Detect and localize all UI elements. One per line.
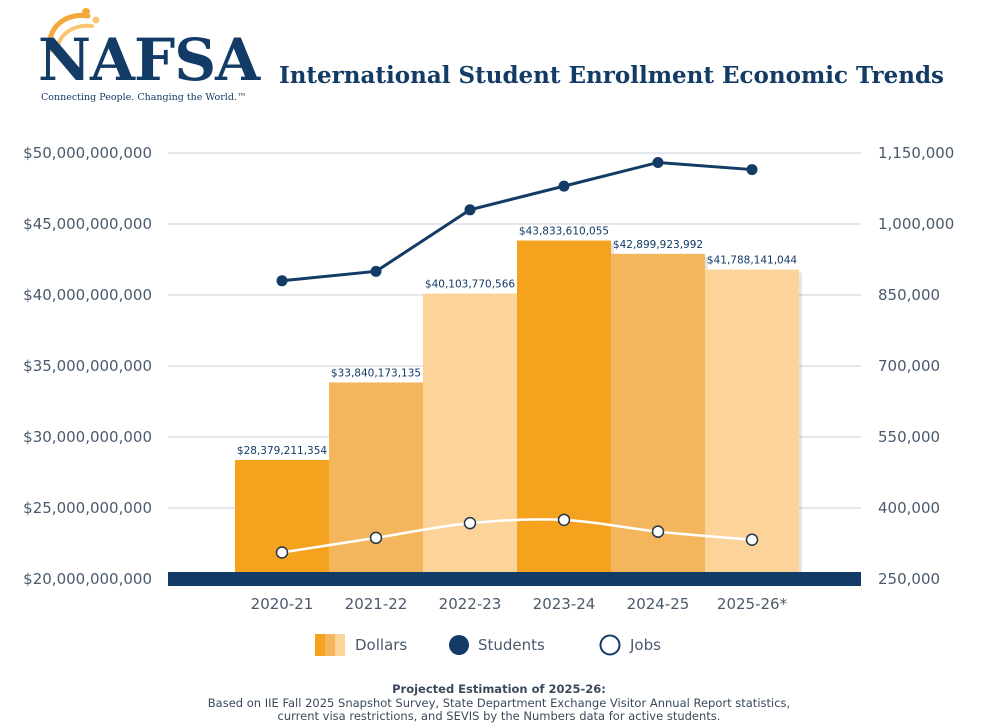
footnote-line-1: Based on IIE Fall 2025 Snapshot Survey, …: [207, 695, 791, 710]
x-tick-label: 2022-23: [439, 595, 502, 613]
right-axis: 250,000 400,000 550,000 700,000 850,000 1,000…: [878, 144, 954, 588]
legend-students-label: Students: [478, 636, 545, 654]
students-point: [370, 265, 382, 277]
jobs-point: [745, 533, 759, 546]
legend-dollars-swatch: [315, 634, 345, 656]
jobs-point: [463, 516, 477, 530]
right-tick-label: 1,000,000: [878, 215, 954, 233]
left-tick-label: $40,000,000,000: [23, 286, 152, 304]
bar-value-label: $40,103,770,566: [425, 279, 515, 291]
x-tick-label: 2025-26*: [717, 595, 788, 613]
legend-jobs-label: Jobs: [629, 636, 661, 654]
bar: [611, 253, 705, 579]
jobs-point: [369, 531, 383, 545]
logo-wordmark[interactable]: NAFSA: [38, 26, 260, 94]
page-title: International Student Enrollment Economi…: [278, 62, 944, 89]
right-tick-label: 400,000: [878, 499, 940, 517]
left-tick-label: $20,000,000,000: [23, 570, 152, 588]
footnote-line-2: current visa restrictions, and SEVIS by …: [277, 709, 721, 723]
x-tick-label: 2020-21: [251, 595, 314, 613]
category-labels: 2020-21 2021-22 2022-23 2023-24 2024-25 2025-…: [251, 595, 788, 613]
students-line-path: [281, 160, 753, 283]
left-tick-label: $25,000,000,000: [23, 499, 152, 517]
bar-labels: $28,379,211,354 $33,840,173,135 $40,103,77…: [237, 226, 797, 457]
baseline-bar: [168, 572, 861, 586]
right-tick-label: 850,000: [878, 286, 940, 304]
jobs-point: [275, 546, 289, 559]
right-tick-label: 250,000: [878, 570, 940, 588]
students-point: [746, 164, 758, 176]
students-point: [652, 156, 664, 168]
bar: [705, 269, 799, 579]
bar: [329, 382, 423, 579]
bar-value-label: $41,788,141,044: [707, 255, 797, 267]
bar: [517, 240, 611, 579]
jobs-line-path: [281, 518, 753, 554]
left-tick-label: $45,000,000,000: [23, 215, 152, 233]
left-axis: $20,000,000,000 $25,000,000,000 $30,000,00…: [23, 144, 152, 588]
footnote: Projected Estimation of 2025-26: Based o…: [0, 682, 998, 724]
footnote-title: Projected Estimation of 2025-26:: [392, 682, 606, 696]
bar: [235, 460, 329, 579]
legend: Dollars Students Jobs: [315, 634, 661, 656]
bar-value-label: $33,840,173,135: [331, 367, 421, 379]
bar-value-label: $42,899,923,992: [613, 239, 703, 251]
bar: [423, 293, 517, 579]
jobs-line: [275, 513, 759, 559]
logo-tagline: Connecting People. Changing the World.™: [41, 92, 247, 103]
students-point: [464, 204, 476, 216]
students-point: [276, 275, 288, 287]
nafsa-logo-figures: [47, 8, 100, 53]
bar-value-label: $43,833,610,055: [519, 226, 609, 238]
legend-students-marker: [449, 635, 469, 655]
students-point: [558, 180, 570, 192]
right-tick-label: 700,000: [878, 357, 940, 375]
jobs-point: [557, 513, 571, 527]
right-tick-label: 550,000: [878, 428, 940, 446]
chart: $20,000,000,000 $25,000,000,000 $30,000,00…: [23, 144, 954, 656]
legend-jobs-marker: [599, 634, 621, 656]
x-tick-label: 2023-24: [533, 595, 596, 613]
left-tick-label: $50,000,000,000: [23, 144, 152, 162]
right-tick-label: 1,150,000: [878, 144, 954, 162]
x-tick-label: 2024-25: [627, 595, 690, 613]
left-tick-label: $30,000,000,000: [23, 428, 152, 446]
legend-dollars-label: Dollars: [355, 636, 407, 654]
students-line: [276, 156, 758, 287]
left-tick-label: $35,000,000,000: [23, 357, 152, 375]
bar-value-label: $28,379,211,354: [237, 445, 327, 457]
bars: [235, 240, 802, 582]
jobs-point: [651, 525, 665, 538]
x-tick-label: 2021-22: [345, 595, 408, 613]
